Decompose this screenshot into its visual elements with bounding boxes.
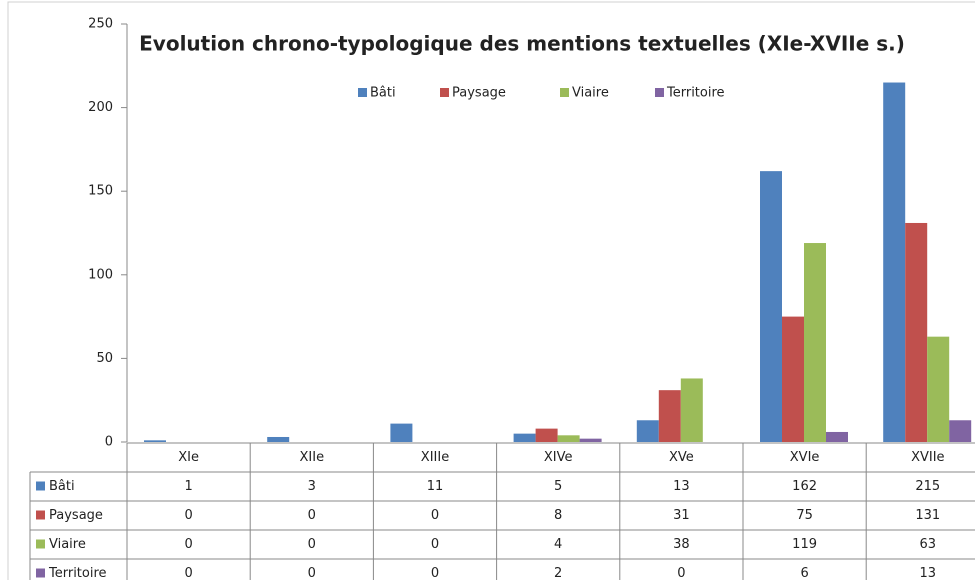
x-tick-label: XIIe [300, 450, 325, 465]
y-tick-label: 200 [88, 100, 113, 115]
bar [804, 243, 826, 442]
table-legend-swatch [36, 510, 45, 520]
y-tick-label: 250 [88, 17, 113, 32]
table-value: 38 [673, 537, 690, 552]
table-row-label: Viaire [49, 537, 86, 552]
table-value: 0 [677, 566, 685, 580]
table-value: 0 [184, 537, 192, 552]
table-legend-swatch [36, 481, 45, 491]
table-value: 2 [554, 566, 562, 580]
table-row-label: Territoire [48, 566, 107, 580]
bar [883, 82, 906, 443]
legend-swatch [655, 88, 664, 97]
table-value: 4 [554, 537, 562, 552]
table-value: 31 [673, 508, 690, 523]
bar [680, 378, 703, 442]
bar [905, 222, 928, 442]
bar [658, 390, 681, 442]
bar [557, 435, 580, 442]
table-value: 8 [554, 508, 562, 523]
table-value: 6 [800, 566, 808, 580]
bar [390, 423, 413, 442]
table-value: 162 [792, 479, 817, 494]
legend-swatch [560, 88, 569, 97]
bar [535, 428, 558, 442]
legend-swatch [440, 88, 449, 97]
table-value: 0 [184, 508, 192, 523]
table-value: 119 [792, 537, 817, 552]
table-value: 0 [184, 566, 192, 580]
legend-label: Territoire [666, 86, 725, 101]
legend-label: Viaire [572, 86, 609, 101]
x-tick-label: XVe [669, 450, 694, 465]
table-value: 0 [431, 566, 439, 580]
table-value: 75 [796, 508, 813, 523]
table-legend-swatch [36, 539, 45, 549]
table-value: 0 [431, 508, 439, 523]
table-row-label: Bâti [49, 479, 75, 494]
table-value: 5 [554, 479, 562, 494]
x-tick-label: XVIe [790, 450, 820, 465]
table-value: 3 [308, 479, 316, 494]
bar [927, 336, 950, 442]
table-value: 63 [920, 537, 937, 552]
legend-label: Bâti [370, 86, 396, 101]
bar [579, 438, 602, 442]
legend-swatch [358, 88, 367, 97]
chart-frame [7, 1, 975, 580]
x-tick-label: XIVe [544, 450, 573, 465]
table-value: 215 [915, 479, 940, 494]
x-tick-label: XVIIe [911, 450, 944, 465]
table-value: 131 [915, 508, 940, 523]
table-value: 1 [184, 479, 192, 494]
y-tick-label: 50 [96, 351, 113, 366]
table-value: 0 [431, 537, 439, 552]
bar [267, 436, 290, 442]
table-value: 0 [308, 508, 316, 523]
bar [513, 433, 536, 442]
table-row-label: Paysage [49, 508, 103, 523]
table-value: 0 [308, 537, 316, 552]
y-tick-label: 100 [88, 267, 113, 282]
bar [636, 420, 659, 442]
y-tick-label: 0 [105, 435, 113, 450]
chart-title: Evolution chrono-typologique des mention… [139, 32, 905, 56]
table-value: 11 [427, 479, 444, 494]
table-value: 13 [920, 566, 937, 580]
bar [826, 431, 848, 442]
table-value: 13 [673, 479, 690, 494]
table-legend-swatch [36, 568, 45, 578]
y-tick-label: 150 [88, 184, 113, 199]
table-value: 0 [308, 566, 316, 580]
legend-label: Paysage [452, 86, 506, 101]
bar [949, 420, 972, 442]
bar [782, 316, 804, 442]
x-tick-label: XIIIe [421, 450, 449, 465]
bar [144, 440, 166, 442]
x-tick-label: XIe [178, 450, 199, 465]
bar [760, 171, 782, 443]
